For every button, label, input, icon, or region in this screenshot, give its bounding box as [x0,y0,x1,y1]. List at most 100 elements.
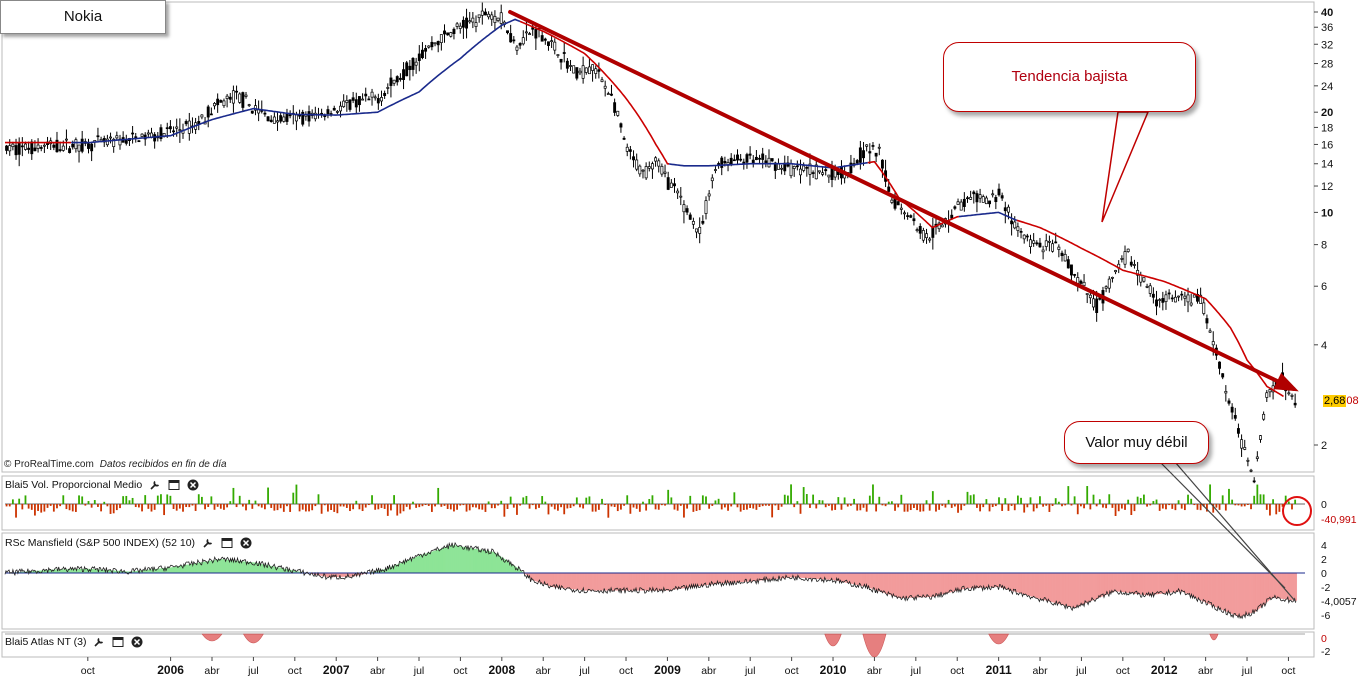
mansfield-area-negative [1231,573,1233,614]
mansfield-area-positive [126,571,128,573]
price-candle-body [956,201,960,205]
wrench-icon[interactable] [93,636,105,648]
mansfield-area-positive [101,569,103,573]
volume-bar-down [935,504,937,512]
volume-bar-up [18,498,21,504]
volume-bar-up [588,496,591,504]
volume-bar-down [1240,504,1243,507]
mansfield-area-positive [42,570,45,573]
mansfield-area-positive [176,566,179,573]
close-icon[interactable] [187,479,199,491]
price-candle-body [899,207,903,210]
mansfield-area-positive [212,560,214,573]
price-candle-body [1010,220,1014,225]
volume-bar-down [109,504,112,514]
mansfield-area-positive [260,563,262,573]
mansfield-area-positive [388,567,390,573]
close-icon[interactable] [131,636,143,648]
volume-bar-down [311,504,314,511]
volume-bar-down [553,504,556,510]
volume-bar-down [163,504,166,516]
mansfield-area-negative [741,573,743,582]
volume-bar-up [1284,495,1287,504]
price-candle-body [512,39,516,42]
mansfield-area-negative [1028,573,1030,596]
volume-bar-down [314,504,317,507]
price-candle-body [380,97,383,102]
price-candle-body [55,139,59,153]
price-candle-body [1066,259,1070,269]
mansfield-area-negative [1124,573,1127,593]
price-candle-body [493,16,497,23]
volume-bar-down [1111,504,1114,508]
wrench-icon[interactable] [202,537,214,549]
volume-bar-down [40,504,43,513]
volume-bar-down [134,504,137,508]
price-candle-body [1236,428,1240,434]
mansfield-area-negative [1041,573,1043,600]
volume-bar-down [453,504,455,512]
mansfield-area-negative [1275,573,1278,599]
price-candle-body [247,104,251,106]
close-icon[interactable] [240,537,252,549]
mansfield-area-negative [1033,573,1035,598]
volume-bar-down [1218,504,1221,510]
mansfield-area-positive [439,549,441,573]
mansfield-area-positive [74,569,76,573]
mansfield-area-positive [452,545,454,573]
price-candle-body [701,220,705,224]
mansfield-area-negative [846,573,848,583]
window-icon[interactable] [221,537,233,549]
price-candle-body [313,112,317,120]
mansfield-area-negative [623,573,625,591]
mansfield-area-negative [1121,573,1124,593]
price-candle-body [707,193,711,197]
mansfield-area-negative [1084,573,1086,604]
mansfield-area-negative [914,573,916,598]
price-candle-body [244,94,248,97]
mansfield-area-positive [177,566,180,573]
mansfield-area-negative [711,573,713,585]
price-candle-body [420,49,424,59]
volume-bar-down [1133,504,1136,512]
volume-bar-down [1124,504,1126,510]
mansfield-area-positive [470,548,472,573]
price-candle-body [301,111,305,125]
mansfield-area-positive [85,568,87,573]
mansfield-area-negative [1286,573,1289,600]
window-icon[interactable] [112,636,124,648]
price-candle-body [915,229,919,231]
mansfield-area-negative [678,573,680,589]
mansfield-area-negative [1254,573,1257,612]
mansfield-area-negative [1203,573,1205,602]
mansfield-area-negative [1066,573,1068,607]
mansfield-area-positive [219,559,221,573]
mansfield-area-negative [319,573,322,576]
mansfield-area-negative [1017,573,1019,593]
mansfield-area-negative [684,573,686,589]
mansfield-area-negative [809,573,812,579]
mansfield-area-positive [51,569,53,573]
volume-bar-up [1136,496,1139,504]
mansfield-area-positive [405,560,407,573]
mansfield-area-positive [21,571,24,573]
y-tick-label: 28 [1321,59,1333,71]
window-icon[interactable] [168,479,180,491]
mansfield-area-negative [1218,573,1220,609]
price-candle-body [553,41,557,51]
mansfield-area-negative [1128,573,1131,594]
mansfield-area-negative [958,573,961,591]
mansfield-area-negative [1078,573,1080,606]
volume-bar-down [579,504,581,508]
mansfield-area-negative [636,573,639,591]
price-candle-body [288,114,292,117]
mansfield-area-negative [733,573,735,583]
mansfield-area-negative [870,573,872,589]
mansfield-area-negative [542,573,544,584]
mansfield-area-negative [588,573,590,591]
price-candle-body [657,160,661,167]
price-candle-body [52,144,56,148]
wrench-icon[interactable] [149,479,161,491]
mansfield-area-positive [295,570,297,573]
y-tick-label: 2 [1321,440,1327,452]
